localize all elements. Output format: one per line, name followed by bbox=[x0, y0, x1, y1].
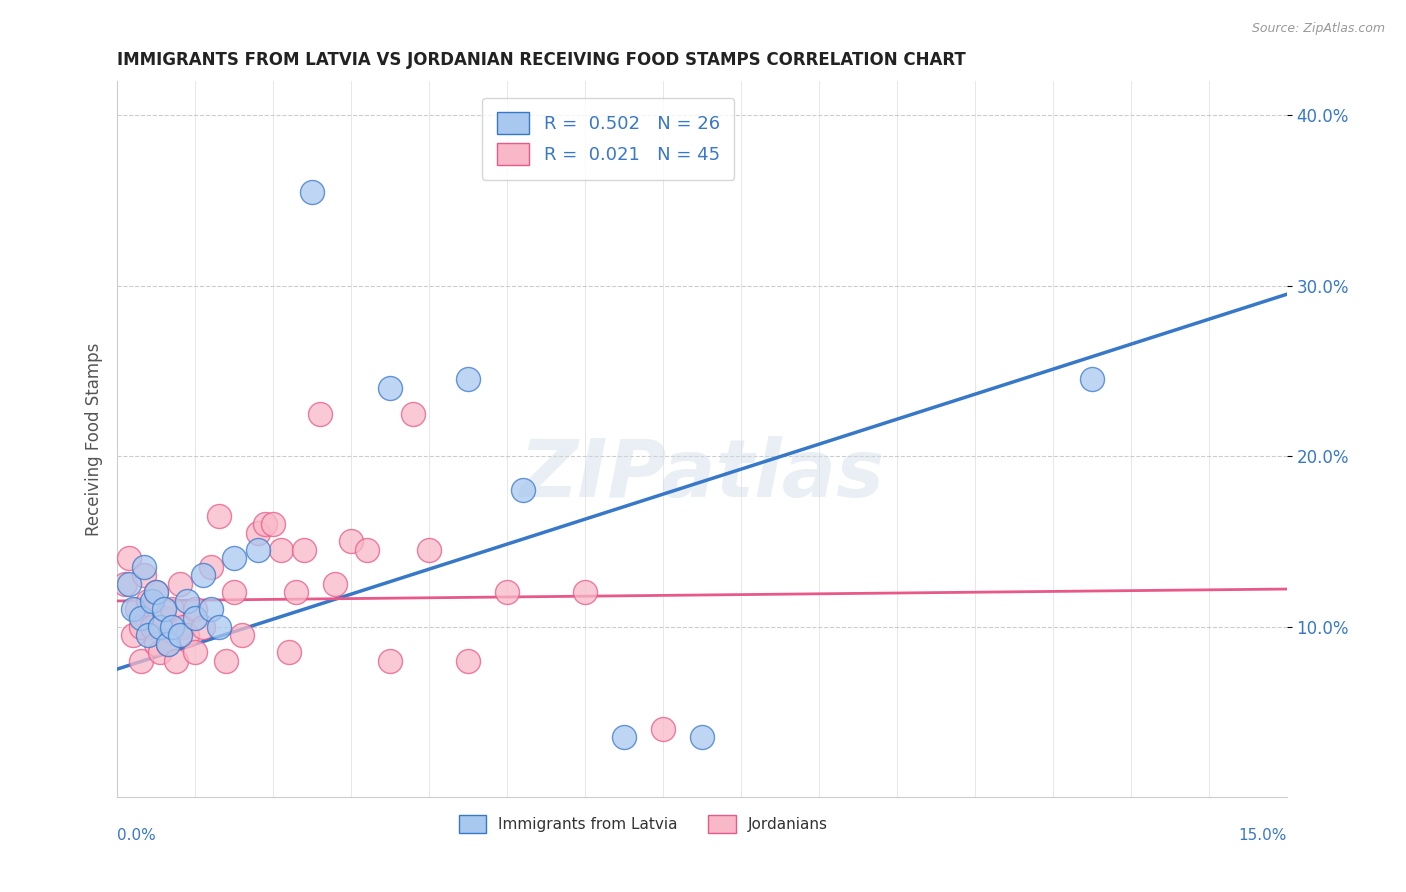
Point bbox=[145, 636, 167, 650]
Point bbox=[378, 381, 401, 395]
Point bbox=[246, 525, 269, 540]
Point bbox=[121, 602, 143, 616]
Point bbox=[129, 654, 152, 668]
Point bbox=[309, 407, 332, 421]
Point bbox=[114, 577, 136, 591]
Point bbox=[200, 602, 222, 616]
Point bbox=[418, 542, 440, 557]
Point bbox=[191, 568, 214, 582]
Point bbox=[129, 619, 152, 633]
Text: IMMIGRANTS FROM LATVIA VS JORDANIAN RECEIVING FOOD STAMPS CORRELATION CHART: IMMIGRANTS FROM LATVIA VS JORDANIAN RECE… bbox=[117, 51, 966, 69]
Point bbox=[160, 602, 183, 616]
Point bbox=[340, 534, 363, 549]
Point bbox=[165, 654, 187, 668]
Point bbox=[200, 560, 222, 574]
Point bbox=[176, 594, 198, 608]
Point bbox=[141, 619, 163, 633]
Text: 0.0%: 0.0% bbox=[117, 828, 156, 843]
Text: ZIPatlas: ZIPatlas bbox=[519, 436, 884, 514]
Point bbox=[153, 611, 176, 625]
Point bbox=[224, 585, 246, 599]
Point bbox=[121, 628, 143, 642]
Point bbox=[184, 602, 207, 616]
Point bbox=[134, 560, 156, 574]
Point bbox=[292, 542, 315, 557]
Point bbox=[134, 568, 156, 582]
Point bbox=[156, 636, 179, 650]
Point bbox=[651, 722, 673, 736]
Point bbox=[191, 619, 214, 633]
Point bbox=[118, 577, 141, 591]
Point bbox=[246, 542, 269, 557]
Text: 15.0%: 15.0% bbox=[1239, 828, 1286, 843]
Point bbox=[207, 508, 229, 523]
Point bbox=[224, 551, 246, 566]
Point bbox=[118, 551, 141, 566]
Point bbox=[457, 654, 479, 668]
Point bbox=[156, 636, 179, 650]
Point bbox=[207, 619, 229, 633]
Point bbox=[574, 585, 596, 599]
Point bbox=[1080, 372, 1102, 386]
Point bbox=[690, 731, 713, 745]
Point bbox=[512, 483, 534, 498]
Point bbox=[153, 602, 176, 616]
Point bbox=[285, 585, 308, 599]
Point bbox=[270, 542, 292, 557]
Point bbox=[613, 731, 636, 745]
Point bbox=[301, 185, 323, 199]
Point bbox=[325, 577, 347, 591]
Point bbox=[138, 628, 160, 642]
Point bbox=[145, 585, 167, 599]
Point bbox=[172, 619, 194, 633]
Point bbox=[184, 611, 207, 625]
Y-axis label: Receiving Food Stamps: Receiving Food Stamps bbox=[86, 343, 103, 536]
Point bbox=[262, 517, 284, 532]
Point bbox=[129, 611, 152, 625]
Point bbox=[402, 407, 425, 421]
Point bbox=[496, 585, 519, 599]
Point bbox=[141, 594, 163, 608]
Point bbox=[169, 628, 191, 642]
Point bbox=[231, 628, 253, 642]
Point bbox=[457, 372, 479, 386]
Point bbox=[254, 517, 277, 532]
Point bbox=[378, 654, 401, 668]
Point bbox=[215, 654, 238, 668]
Text: Source: ZipAtlas.com: Source: ZipAtlas.com bbox=[1251, 22, 1385, 36]
Point bbox=[125, 602, 148, 616]
Legend: Immigrants from Latvia, Jordanians: Immigrants from Latvia, Jordanians bbox=[453, 808, 834, 839]
Point bbox=[176, 628, 198, 642]
Point bbox=[184, 645, 207, 659]
Point bbox=[149, 619, 172, 633]
Point bbox=[277, 645, 299, 659]
Point bbox=[160, 619, 183, 633]
Point bbox=[169, 577, 191, 591]
Point bbox=[138, 594, 160, 608]
Point bbox=[145, 585, 167, 599]
Point bbox=[149, 645, 172, 659]
Point bbox=[356, 542, 378, 557]
